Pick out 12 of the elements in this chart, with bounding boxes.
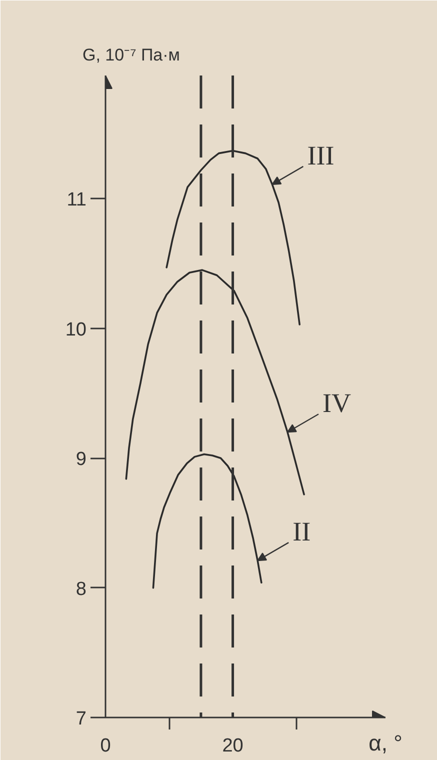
x-axis-title: α, °	[368, 730, 402, 756]
y-tick-label: 10	[65, 319, 87, 340]
y-axis-title: G, 10⁻⁷ Па·м	[82, 46, 180, 64]
annotation: II	[292, 516, 311, 547]
y-tick-label: 8	[76, 578, 87, 600]
y-tick-label: 11	[66, 190, 87, 211]
annotation: IV	[322, 388, 352, 418]
x-tick-label: 20	[222, 736, 244, 756]
annotation: III	[307, 140, 334, 170]
y-tick-label: 9	[76, 449, 87, 470]
y-tick-label: 7	[76, 708, 87, 730]
x-tick-label: 0	[100, 736, 111, 756]
